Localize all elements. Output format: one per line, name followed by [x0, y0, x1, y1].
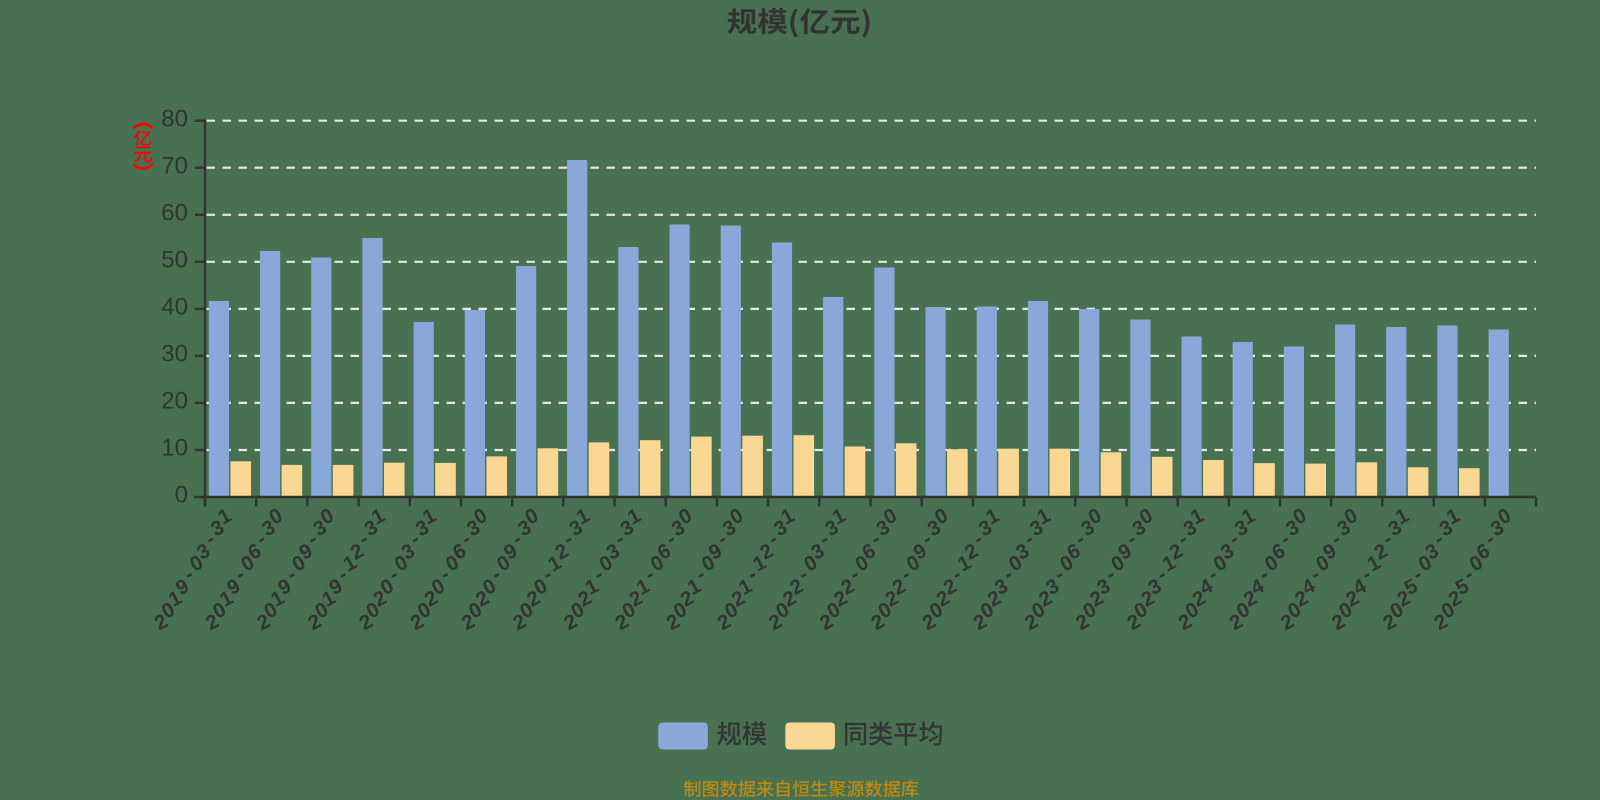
svg-text:60: 60	[161, 200, 188, 227]
svg-text:30: 30	[161, 341, 188, 368]
svg-text:0: 0	[175, 482, 188, 509]
svg-text:10: 10	[161, 435, 188, 462]
svg-text:20: 20	[161, 388, 188, 415]
svg-text:80: 80	[161, 105, 188, 132]
svg-text:70: 70	[161, 152, 188, 179]
svg-text:50: 50	[161, 247, 188, 274]
svg-text:40: 40	[161, 294, 188, 321]
